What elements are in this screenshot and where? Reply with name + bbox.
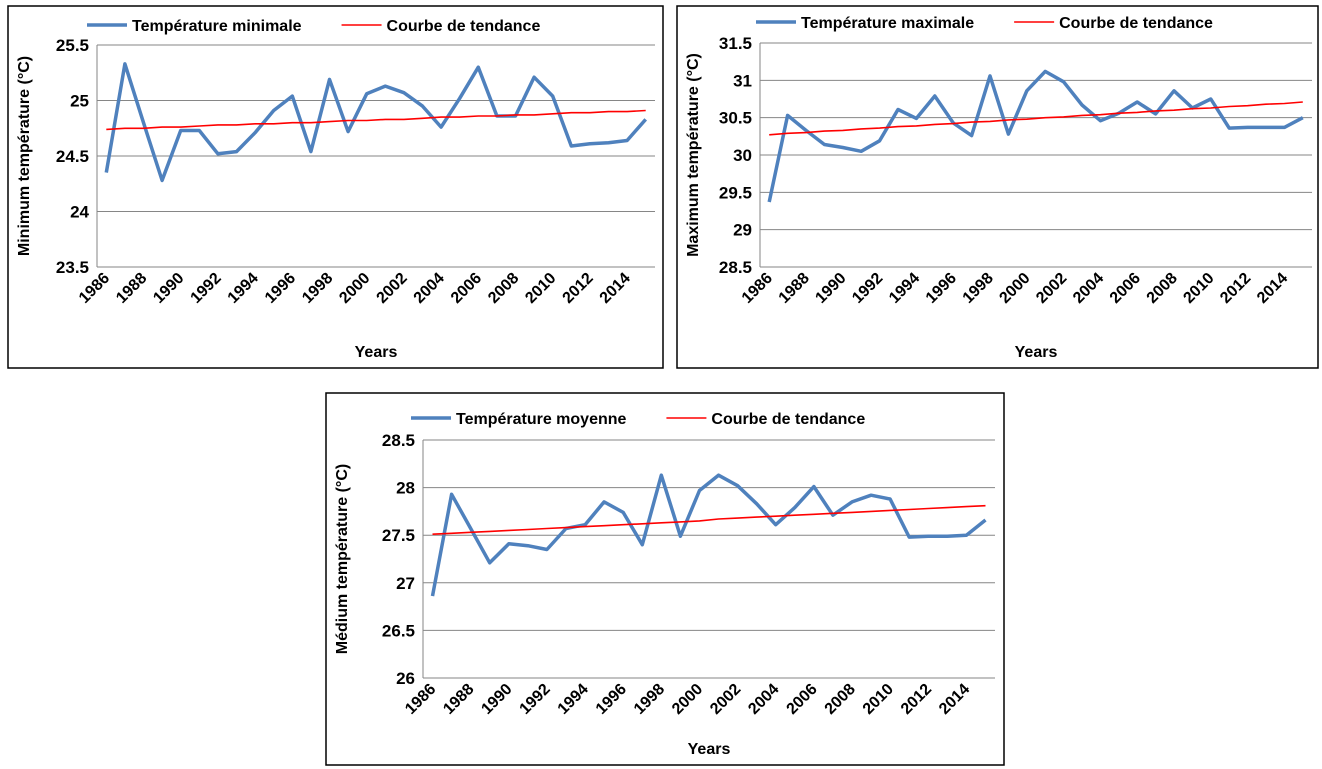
y-tick-label: 28.5 (382, 431, 415, 450)
trend-line (106, 109, 646, 131)
y-tick-label: 31.5 (719, 34, 752, 53)
chart-frame (325, 392, 1005, 766)
y-tick-label: 27 (396, 574, 415, 593)
x-tick-label: 1998 (631, 681, 668, 718)
x-tick-label: 2002 (374, 270, 411, 307)
x-tick-label: 2006 (1107, 270, 1144, 307)
x-tick-label: 2004 (1070, 270, 1107, 307)
chart-frame (676, 5, 1319, 369)
x-tick-label: 2000 (669, 681, 706, 718)
x-tick-label: 1994 (555, 681, 592, 718)
x-tick-label: 1994 (225, 270, 262, 307)
y-tick-label: 25.5 (56, 36, 89, 55)
x-tick-label: 2010 (860, 681, 897, 718)
y-axis-title: Minimum température (°C) (16, 56, 33, 256)
x-tick-label: 2008 (485, 270, 522, 307)
x-axis-title: Years (1015, 344, 1058, 361)
x-tick-label: 2014 (597, 270, 634, 307)
x-tick-label: 2000 (336, 270, 373, 307)
y-tick-label: 23.5 (56, 258, 89, 277)
x-tick-label: 1988 (113, 270, 150, 307)
data-line (430, 473, 987, 597)
y-tick-label: 27.5 (382, 526, 415, 545)
x-tick-label: 1996 (262, 270, 299, 307)
trend-line (432, 504, 986, 535)
x-axis-title: Years (688, 741, 731, 758)
y-tick-label: 28.5 (719, 258, 752, 277)
x-tick-label: 2006 (448, 270, 485, 307)
x-tick-label: 2002 (1033, 270, 1070, 307)
x-tick-label: 2010 (1180, 270, 1217, 307)
legend-label: Courbe de tendance (387, 18, 541, 35)
x-tick-label: 1988 (440, 681, 477, 718)
data-line (104, 62, 648, 183)
y-tick-label: 30 (733, 146, 752, 165)
trend-line (769, 101, 1303, 136)
x-tick-label: 2012 (898, 681, 935, 718)
y-tick-label: 29.5 (719, 183, 752, 202)
y-axis-title: Médium température (°C) (334, 464, 351, 654)
legend-label: Température moyenne (456, 411, 627, 428)
x-tick-label: 1990 (150, 270, 187, 307)
x-tick-label: 1988 (776, 270, 813, 307)
y-tick-label: 28 (396, 479, 415, 498)
y-tick-label: 31 (733, 71, 752, 90)
x-tick-label: 2008 (822, 681, 859, 718)
x-tick-label: 2012 (560, 270, 597, 307)
y-axis-title: Maximum température (°C) (685, 53, 702, 257)
legend-label: Courbe de tendance (1059, 15, 1213, 32)
x-tick-label: 1990 (812, 270, 849, 307)
y-tick-label: 26 (396, 669, 415, 688)
x-tick-label: 1996 (923, 270, 960, 307)
x-tick-label: 2010 (522, 270, 559, 307)
legend-label: Température maximale (801, 15, 974, 32)
x-tick-label: 2006 (784, 681, 821, 718)
x-tick-label: 1998 (960, 270, 997, 307)
x-tick-label: 1998 (299, 270, 336, 307)
x-tick-label: 1994 (886, 270, 923, 307)
x-tick-label: 2004 (411, 270, 448, 307)
data-line (767, 69, 1304, 203)
x-tick-label: 2014 (1254, 270, 1291, 307)
legend-label: Température minimale (132, 18, 302, 35)
x-tick-label: 1992 (849, 270, 886, 307)
chart-frame (7, 5, 664, 369)
y-tick-label: 24 (70, 203, 89, 222)
legend-label: Courbe de tendance (711, 411, 865, 428)
y-tick-label: 24.5 (56, 147, 89, 166)
x-tick-label: 1992 (517, 681, 554, 718)
x-tick-label: 2004 (745, 681, 782, 718)
y-tick-label: 25 (70, 92, 89, 111)
x-tick-label: 2008 (1144, 270, 1181, 307)
x-axis-title: Years (355, 344, 398, 361)
x-tick-label: 2000 (996, 270, 1033, 307)
x-tick-label: 1990 (478, 681, 515, 718)
y-tick-label: 26.5 (382, 621, 415, 640)
y-tick-label: 30.5 (719, 109, 752, 128)
x-tick-label: 1996 (593, 681, 630, 718)
y-tick-label: 29 (733, 221, 752, 240)
x-tick-label: 1992 (188, 270, 225, 307)
x-tick-label: 2014 (936, 681, 973, 718)
x-tick-label: 2002 (707, 681, 744, 718)
x-tick-label: 2012 (1217, 270, 1254, 307)
